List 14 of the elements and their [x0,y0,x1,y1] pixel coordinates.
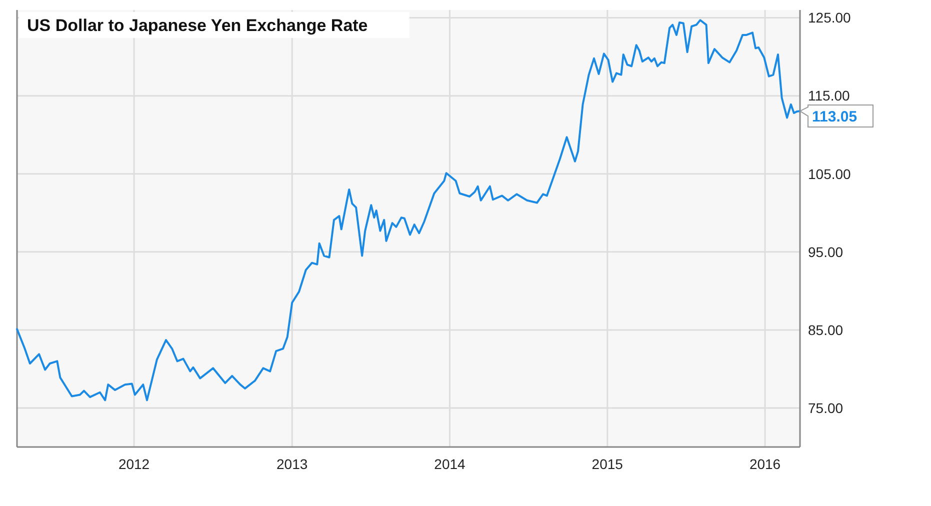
chart-title: US Dollar to Japanese Yen Exchange Rate [27,16,368,35]
y-tick-label: 95.00 [808,244,844,260]
x-tick-label: 2015 [592,456,624,472]
x-tick-label: 2016 [749,456,781,472]
x-tick-label: 2012 [118,456,150,472]
line-series [16,19,801,402]
x-tick-label: 2014 [434,456,466,472]
y-tick-label: 115.00 [808,88,850,104]
y-tick-label: 85.00 [808,322,844,338]
y-tick-label: 105.00 [808,166,852,182]
y-tick-label: 125.00 [808,10,852,26]
x-tick-label: 2013 [276,456,308,472]
annotation: 113.05 [812,108,858,126]
y-tick-label: 75.00 [808,400,844,416]
